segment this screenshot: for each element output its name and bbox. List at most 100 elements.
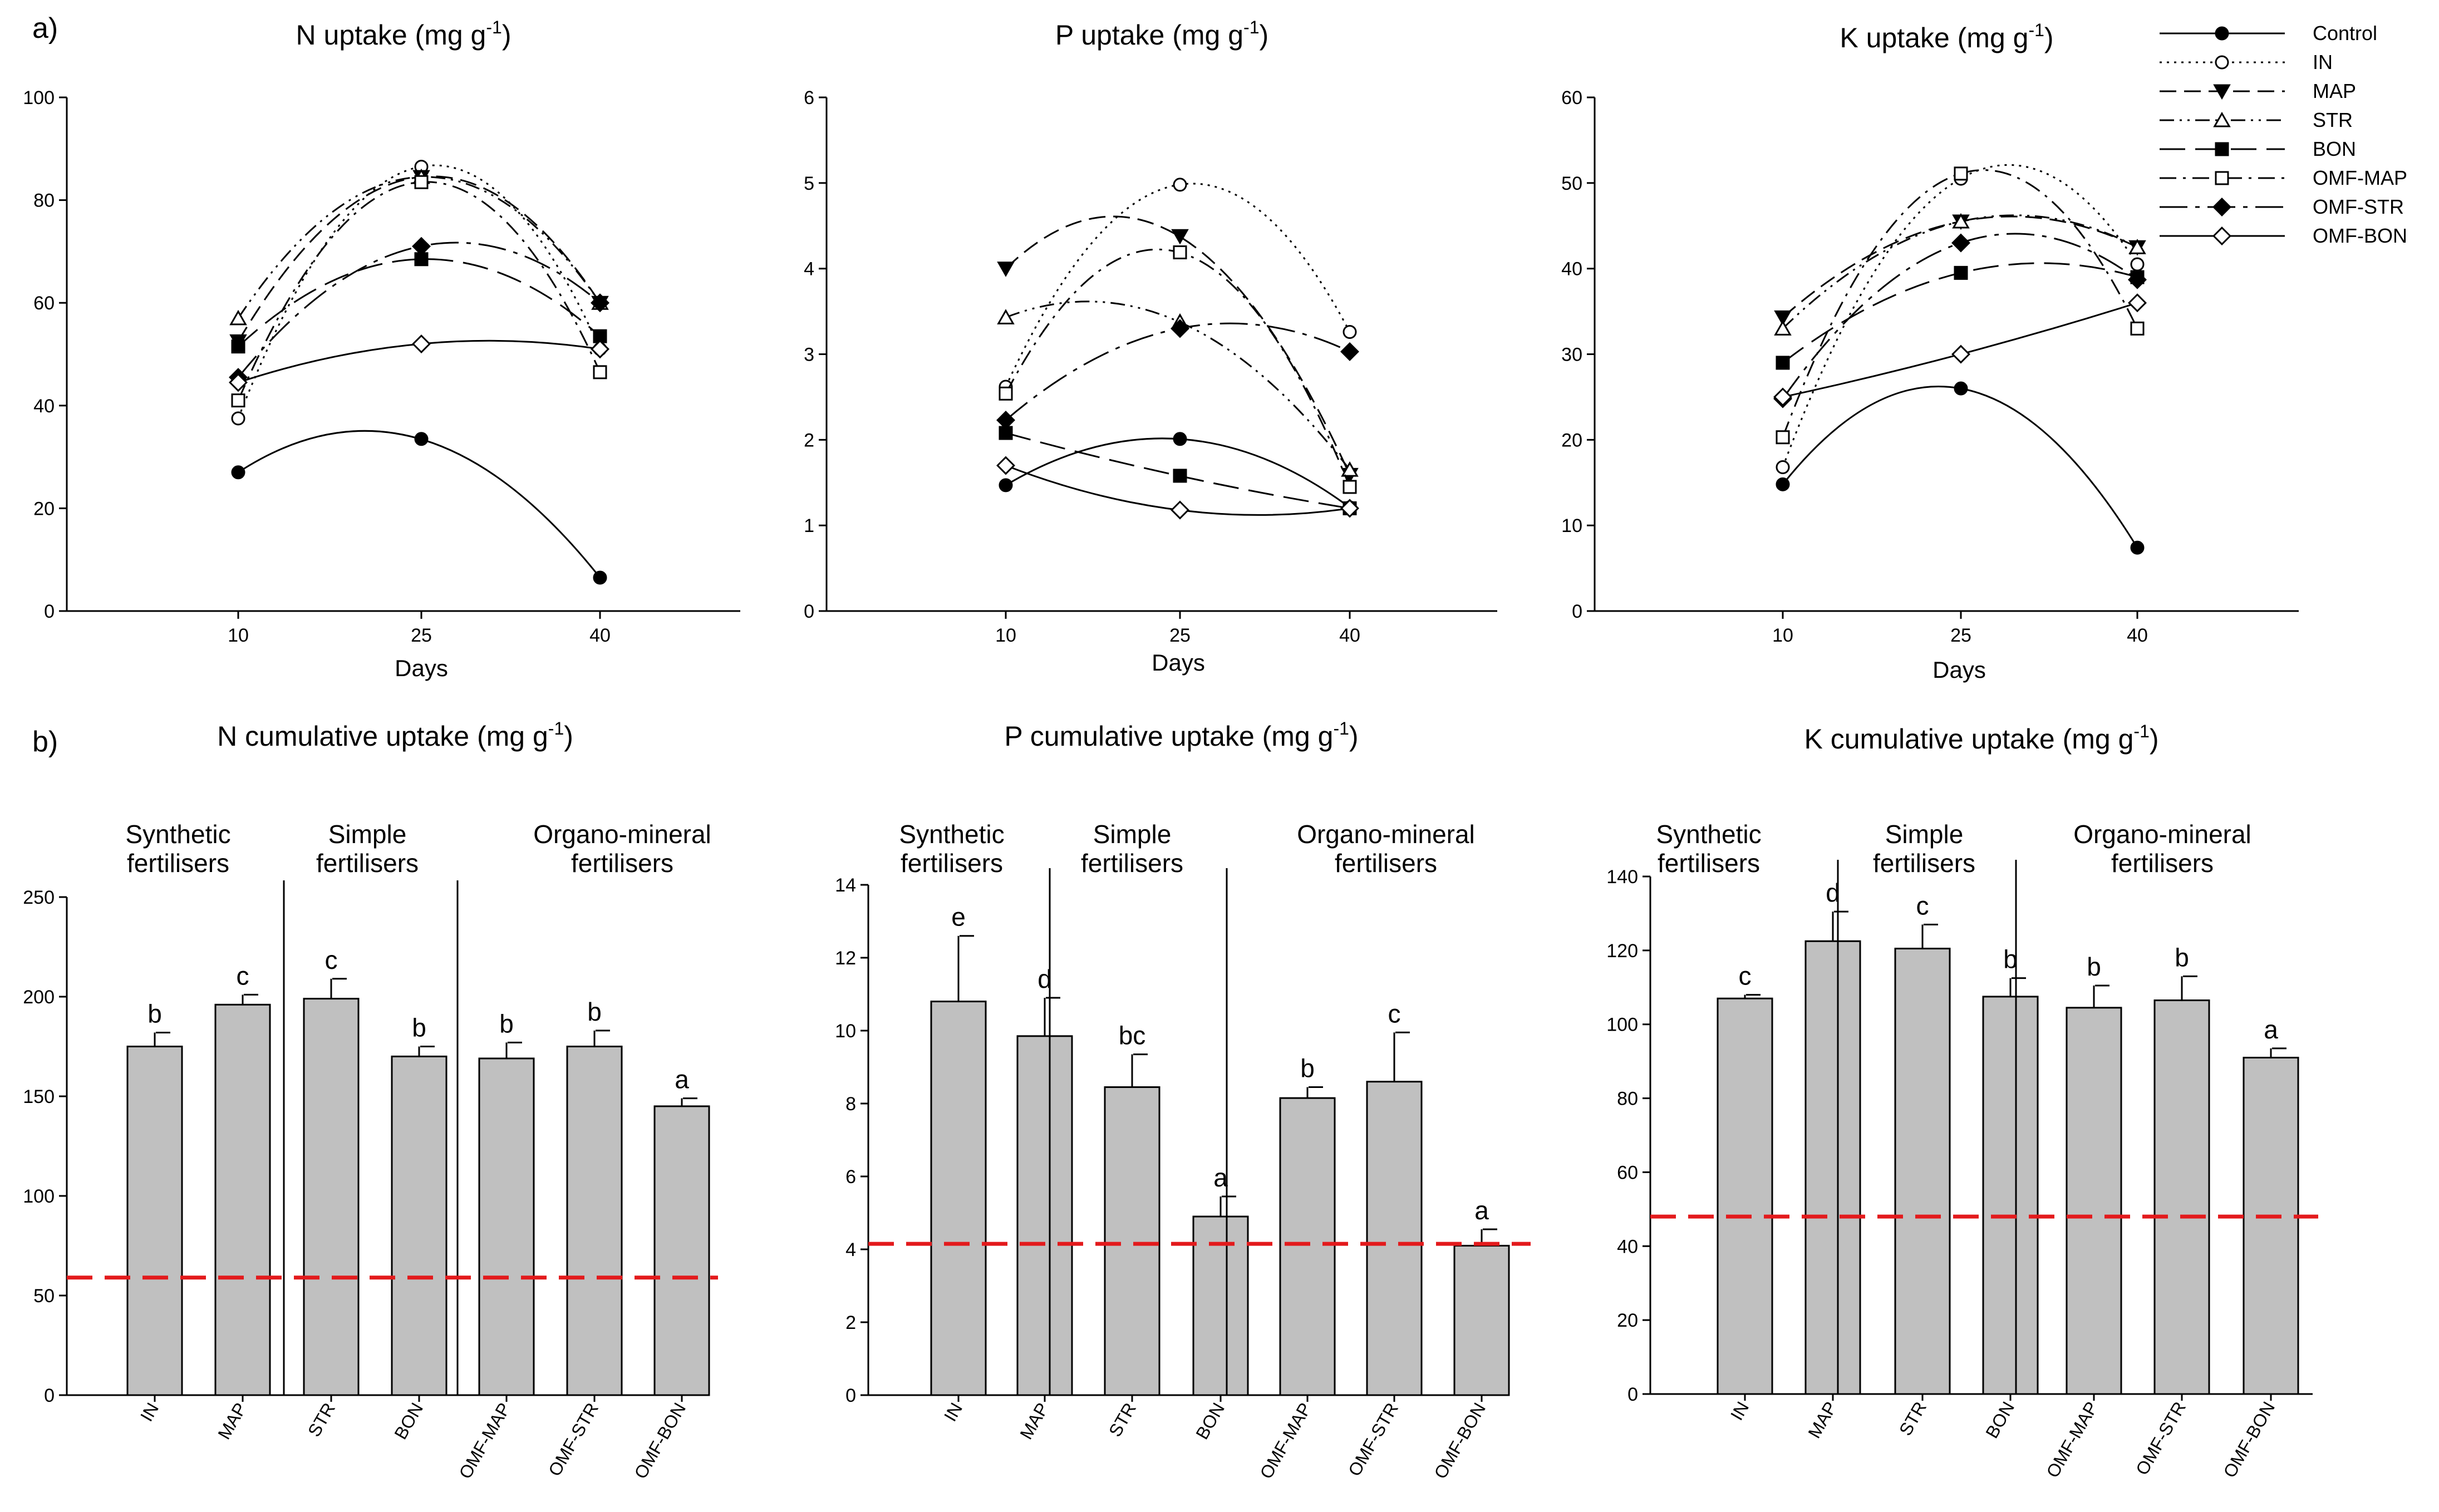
x-tick-label: 40 (1339, 625, 1360, 646)
x-tick-label: 10 (995, 625, 1016, 646)
chart-title-end: ) (1349, 721, 1359, 752)
y-tick-label: 40 (33, 396, 55, 417)
series-line-omf-map (1782, 169, 2138, 438)
legend-marker (2213, 84, 2231, 100)
category-label: STR (1105, 1400, 1140, 1440)
significance-letter: c (1916, 891, 1929, 920)
category-label: IN (940, 1400, 966, 1425)
y-tick-label: 4 (845, 1239, 856, 1260)
bar-bon (1192, 1215, 1249, 1396)
group-label-line1: Organo-mineral (1297, 820, 1475, 849)
legend-marker (2215, 142, 2229, 156)
y-tick-label: 140 (1606, 866, 1638, 888)
data-point-str (2128, 239, 2146, 254)
group-label-line1: Synthetic (1656, 820, 1761, 849)
x-tick-label: 40 (589, 625, 611, 646)
significance-letter: c (237, 961, 249, 990)
legend-marker (2215, 171, 2229, 185)
category-label: STR (1895, 1398, 1930, 1439)
y-tick-label: 80 (1617, 1089, 1638, 1110)
data-point-omf-bon (1340, 499, 1359, 518)
chart-title-superscript: -1 (2028, 20, 2044, 40)
y-tick-label: 250 (23, 887, 55, 908)
legend: Control IN MAP STR BON OMF-MAP OMF-STR OMF-BON (2160, 22, 2407, 247)
y-tick-label: 80 (33, 190, 55, 211)
y-tick-label: 10 (835, 1021, 856, 1042)
significance-letter: a (1213, 1163, 1228, 1192)
series-line-omf-map (237, 181, 601, 401)
category-label: IN (1727, 1398, 1753, 1424)
legend-label: MAP (2313, 80, 2356, 102)
significance-letter: a (1474, 1196, 1489, 1225)
group-label-line1: Simple (1093, 820, 1172, 849)
legend-marker (2215, 26, 2229, 41)
data-point-str (1952, 213, 1970, 229)
category-label: MAP (214, 1400, 250, 1443)
y-tick-label: 20 (1617, 1310, 1638, 1331)
data-point-omf-map (1343, 480, 1357, 494)
chart-title: N cumulative uptake (mg g-1) (217, 718, 573, 752)
chart-title: P uptake (mg g-1) (1055, 17, 1268, 51)
y-tick-label: 60 (1617, 1162, 1638, 1183)
data-point-omf-bon (591, 339, 609, 359)
chart-title-end: ) (502, 19, 512, 51)
category-label: BON (1981, 1398, 2018, 1442)
y-tick-label: 2 (845, 1312, 856, 1333)
significance-letter: b (499, 1009, 514, 1038)
group-label-line2: fertilisers (571, 849, 673, 878)
data-point-omf-str (1340, 342, 1359, 361)
series-line-control (238, 430, 601, 578)
group-label-line1: Simple (1885, 820, 1964, 849)
group-label-line1: Simple (328, 820, 407, 849)
y-tick-label: 40 (1617, 1236, 1638, 1257)
data-point-in (2130, 257, 2145, 272)
x-tick-label: 25 (1950, 625, 1971, 646)
significance-letter: b (147, 999, 162, 1028)
data-point-omf-bon (1951, 344, 1970, 364)
significance-letter: c (325, 945, 338, 974)
bar-str (1104, 1086, 1161, 1396)
significance-letter: a (2264, 1015, 2278, 1044)
bar-omf-bon (1453, 1244, 1510, 1396)
chart-title-main: N uptake (mg g (296, 19, 486, 51)
y-tick-label: 20 (1561, 430, 1582, 451)
data-point-omf-bon (996, 456, 1015, 475)
y-tick-label: 50 (1561, 173, 1582, 194)
series-line-in (1005, 183, 1351, 387)
y-tick-label: 3 (804, 344, 814, 366)
y-tick-label: 0 (44, 1385, 55, 1406)
legend-marker (2212, 226, 2231, 245)
chart-title: K cumulative uptake (mg g-1) (1804, 721, 2158, 755)
y-tick-label: 0 (44, 601, 55, 622)
y-tick-label: 0 (1627, 1384, 1638, 1405)
significance-letter: c (1739, 962, 1752, 991)
category-label: OMF-STR (544, 1400, 602, 1480)
bar-chart-3: K cumulative uptake (mg g-1) 0 20 40 60 80 100… (1606, 721, 2318, 1481)
series-line-in (237, 164, 601, 419)
bar-omf-str (1366, 1081, 1423, 1396)
series-line-control (1782, 386, 2138, 548)
bar-map (1016, 1035, 1073, 1396)
data-point-str (997, 309, 1015, 324)
series-line-map (1005, 215, 1351, 476)
bar-map (214, 1003, 271, 1396)
legend-label: OMF-BON (2313, 224, 2407, 247)
category-label: OMF-BON (630, 1400, 690, 1483)
group-label-line2: fertilisers (1081, 849, 1183, 878)
y-tick-label: 12 (835, 948, 856, 969)
group-label-line2: fertilisers (127, 849, 229, 878)
group-label-line1: Synthetic (125, 820, 230, 849)
category-label: BON (390, 1400, 427, 1443)
y-tick-label: 50 (33, 1286, 55, 1307)
bar-omf-bon (653, 1105, 710, 1396)
data-point-omf-str (412, 237, 431, 256)
data-point-bon (1173, 469, 1187, 483)
significance-letter: b (587, 997, 602, 1026)
line-chart-3: K uptake (mg g-1) 0 10 20 30 40 50 60 10 25 40 Days (1561, 20, 2299, 683)
significance-letter: b (2087, 952, 2101, 981)
bar-omf-map (478, 1057, 535, 1396)
chart-title-end: ) (1259, 19, 1268, 51)
x-tick-label: 10 (1772, 625, 1793, 646)
category-label: IN (136, 1400, 163, 1425)
bar-map (1804, 940, 1861, 1395)
